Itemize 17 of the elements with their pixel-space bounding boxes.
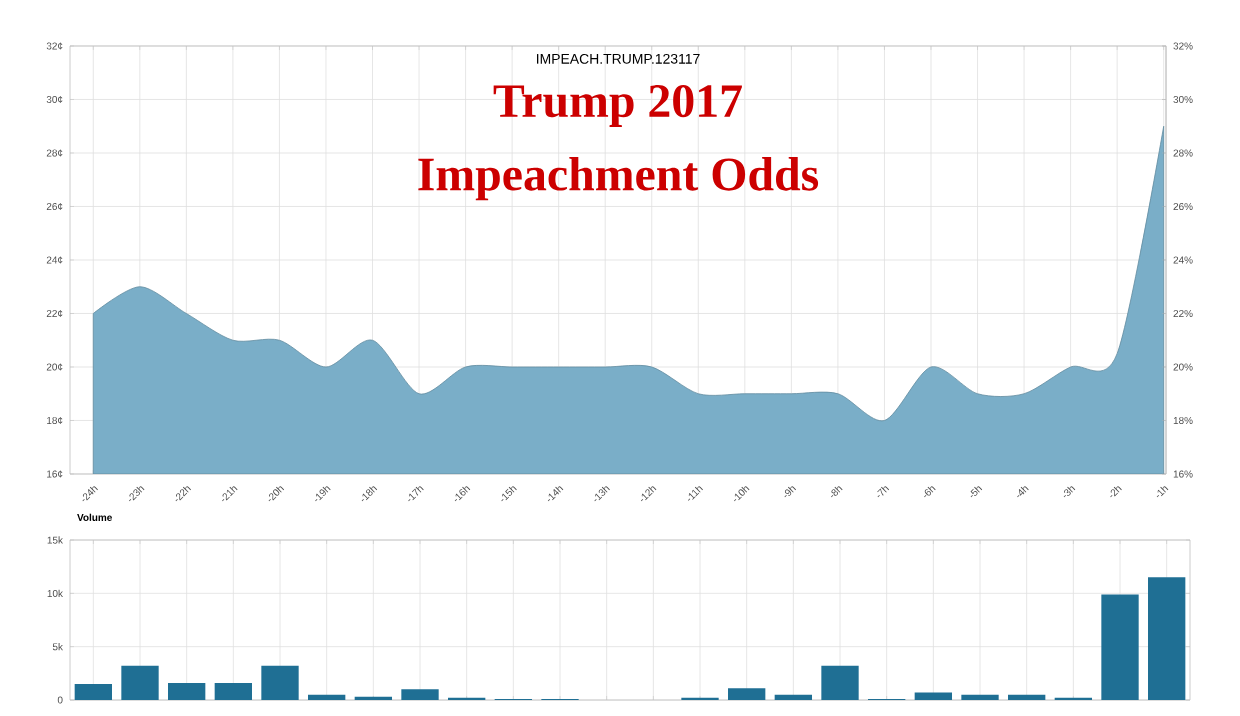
bar — [821, 665, 859, 700]
bar — [1148, 577, 1186, 700]
bar — [121, 665, 159, 700]
bar — [308, 694, 346, 700]
annotation: Trump 2017 — [493, 84, 742, 127]
bar — [1101, 594, 1139, 700]
bar — [74, 684, 112, 700]
bar — [401, 689, 439, 700]
bar — [774, 694, 813, 700]
annotation: Impeachment Odds — [418, 156, 819, 201]
bar — [914, 692, 953, 700]
bar — [728, 688, 766, 700]
bar — [168, 682, 206, 700]
bar — [261, 665, 299, 700]
bar — [214, 682, 252, 700]
bar — [961, 694, 999, 700]
bar — [1008, 694, 1046, 700]
